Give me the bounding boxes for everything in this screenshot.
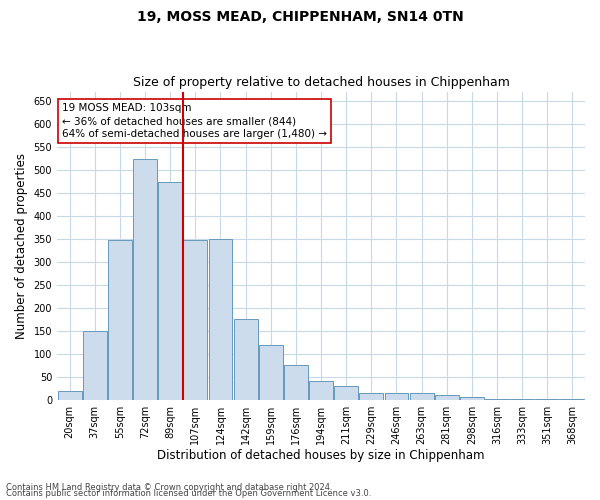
Bar	[510, 399, 534, 400]
Text: Contains HM Land Registry data © Crown copyright and database right 2024.: Contains HM Land Registry data © Crown c…	[6, 484, 332, 492]
Text: 19, MOSS MEAD, CHIPPENHAM, SN14 0TN: 19, MOSS MEAD, CHIPPENHAM, SN14 0TN	[137, 10, 463, 24]
Bar	[485, 399, 509, 400]
Bar	[435, 395, 458, 400]
Text: 19 MOSS MEAD: 103sqm
← 36% of detached houses are smaller (844)
64% of semi-deta: 19 MOSS MEAD: 103sqm ← 36% of detached h…	[62, 103, 328, 139]
Text: Contains public sector information licensed under the Open Government Licence v3: Contains public sector information licen…	[6, 490, 371, 498]
Bar	[385, 393, 409, 400]
X-axis label: Distribution of detached houses by size in Chippenham: Distribution of detached houses by size …	[157, 450, 485, 462]
Bar	[58, 390, 82, 400]
Bar	[108, 240, 132, 400]
Bar	[184, 240, 207, 400]
Bar	[309, 382, 333, 400]
Bar	[233, 320, 257, 400]
Bar	[133, 158, 157, 400]
Bar	[83, 331, 107, 400]
Bar	[158, 182, 182, 400]
Bar	[259, 344, 283, 400]
Bar	[359, 393, 383, 400]
Title: Size of property relative to detached houses in Chippenham: Size of property relative to detached ho…	[133, 76, 509, 90]
Y-axis label: Number of detached properties: Number of detached properties	[15, 153, 28, 339]
Bar	[334, 386, 358, 400]
Bar	[209, 239, 232, 400]
Bar	[284, 366, 308, 400]
Bar	[460, 398, 484, 400]
Bar	[410, 393, 434, 400]
